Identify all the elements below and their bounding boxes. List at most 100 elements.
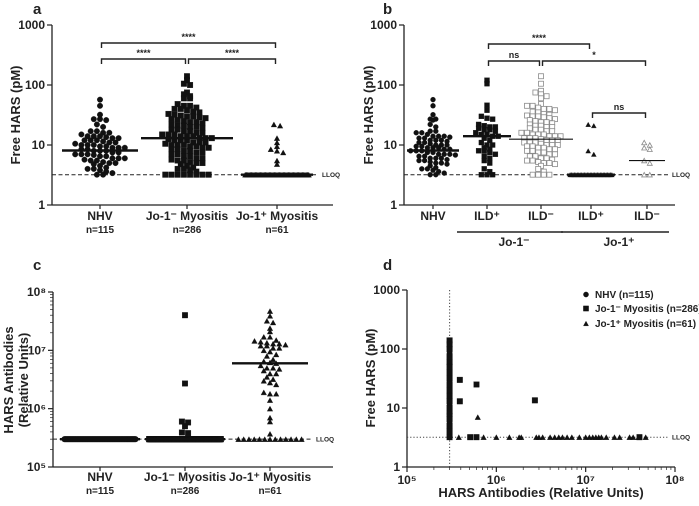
panel-c-data-point [263, 342, 270, 349]
panel-d-y-axis-title: Free HARS (pM) [363, 329, 378, 428]
panel-d-data-point [630, 434, 637, 440]
panel-d-legend-label: Jo-1⁻ Myositis (n=286) [595, 304, 699, 315]
panel-a-data-point [277, 122, 284, 129]
panel-b-data-point [543, 119, 550, 126]
panel-b-data-point [492, 151, 499, 157]
panel-a-data-point [97, 102, 103, 109]
panel-b-data-point [441, 133, 447, 139]
panel-b-data-point [484, 107, 490, 113]
panel-a-data-point [106, 139, 113, 146]
panel-c-y-tick-label: 10⁷ [28, 343, 46, 357]
panel-b-data-point [585, 148, 591, 154]
panel-a-category-label: Jo-1⁻ Myositis [146, 209, 229, 223]
panel-a-data-point [106, 160, 113, 167]
panel-b-data-point [552, 146, 558, 153]
panel-a-data-point [199, 129, 206, 136]
panel-b-category-label: ILD⁺ [474, 209, 500, 223]
panel-a-data-point [115, 155, 122, 162]
panel-c-data-point-lloq [256, 436, 263, 442]
panel-c-data-point [266, 328, 274, 335]
panel-b-y-tick-label: 1000 [370, 18, 397, 32]
panel-b-data-point [524, 129, 530, 136]
panel-a-data-point [72, 140, 79, 147]
panel-c-data-point [266, 390, 274, 397]
panel-a-data-point [187, 153, 194, 160]
panel-b-data-point [543, 155, 550, 162]
panel-d-data-point [493, 434, 500, 440]
panel-b-data-point [430, 117, 436, 123]
panel-b-y-tick-label: 10 [384, 138, 398, 152]
panel-b-data-point [538, 95, 544, 102]
panel-a-data-point [180, 165, 187, 172]
panel-c-data-point [260, 389, 267, 396]
panel-b-data-point [438, 160, 445, 166]
panel-d-x-tick-label: 10⁶ [487, 473, 506, 487]
panel-b-data-point [413, 143, 419, 149]
panel-d-data-point [446, 375, 453, 382]
panel-a-data-point [100, 138, 107, 145]
panel-b-group-header: Jo-1⁻ [498, 235, 529, 249]
panel-d-data-point [555, 434, 562, 440]
panel-d-data-point [603, 434, 610, 440]
panel-a-data-point [184, 77, 190, 84]
panel-a-data-point [202, 139, 209, 146]
panel-c-data-point-lloq [272, 436, 279, 442]
panel-d-data-point [598, 434, 605, 440]
panel-d-data-point [506, 434, 513, 440]
panel-b-data-point [591, 151, 597, 157]
panel-a-data-point [90, 165, 97, 172]
panel-a-data-point [109, 155, 116, 162]
panel-letter-d: d [383, 257, 392, 274]
panel-c-data-point [185, 430, 192, 437]
panel-a-data-point [84, 165, 91, 172]
panel-b-data-point [546, 105, 553, 112]
panel-a-data-point [180, 95, 187, 102]
panel-b-data-point [641, 144, 648, 151]
panel-a-category-label: Jo-1⁺ Myositis [236, 209, 319, 223]
panel-b-data-point [444, 142, 450, 148]
panel-c-y-tick-label: 10⁵ [27, 460, 46, 474]
panel-d-data-point [456, 376, 463, 383]
panel-a-data-point [196, 114, 203, 121]
panel-b-data-point [481, 166, 487, 172]
panel-b-data-point [549, 128, 556, 135]
panel-a-data-point [87, 137, 94, 144]
panel-d-data-point [480, 434, 487, 440]
panel-b-data-point [535, 104, 542, 111]
panel-a-data-point [84, 133, 91, 140]
panel-d-data-point [473, 381, 480, 388]
panel-b-data-point [433, 155, 439, 161]
panel-a-data-point-lloq [199, 171, 206, 178]
panel-b-data-point [532, 126, 539, 133]
panel-b-category-label: ILD⁻ [528, 209, 554, 223]
panel-a-data-point [273, 161, 281, 167]
panel-d-x-axis-title: HARS Antibodies (Relative Units) [438, 485, 643, 500]
panel-b-data-point [427, 141, 433, 147]
panel-d-data-point [473, 434, 480, 441]
panel-d-data-point [547, 434, 554, 440]
panel-a-significance-bracket [100, 42, 277, 48]
panel-b-data-point [585, 121, 591, 127]
panel-a-data-point [97, 96, 103, 103]
panel-a-data-point [159, 131, 166, 138]
panel-d-data-point [446, 416, 453, 422]
panel-b-data-point-lloq [529, 171, 536, 178]
panel-a-data-point [174, 117, 181, 124]
panel-b-data-point-lloq [646, 171, 653, 178]
panel-b-data-point [475, 148, 482, 154]
panel-a-data-point [93, 137, 100, 144]
panel-c-data-point [266, 379, 274, 386]
panel-b-data-point [435, 151, 442, 157]
panel-a-data-point [81, 156, 88, 163]
panel-b-data-point [435, 133, 442, 139]
panel-d-data-point [568, 434, 575, 440]
panel-a-y-tick-label: 1 [38, 198, 45, 212]
panel-b-data-point [535, 144, 542, 151]
panel-a-data-point [193, 129, 200, 136]
panel-b-data-point [529, 157, 536, 164]
panel-c-data-point [273, 370, 280, 377]
panel-b-data-point [546, 146, 553, 153]
panel-a-data-point [190, 113, 197, 120]
panel-d-x-tick-label: 10⁵ [398, 473, 417, 487]
panel-a-data-point [106, 129, 113, 136]
